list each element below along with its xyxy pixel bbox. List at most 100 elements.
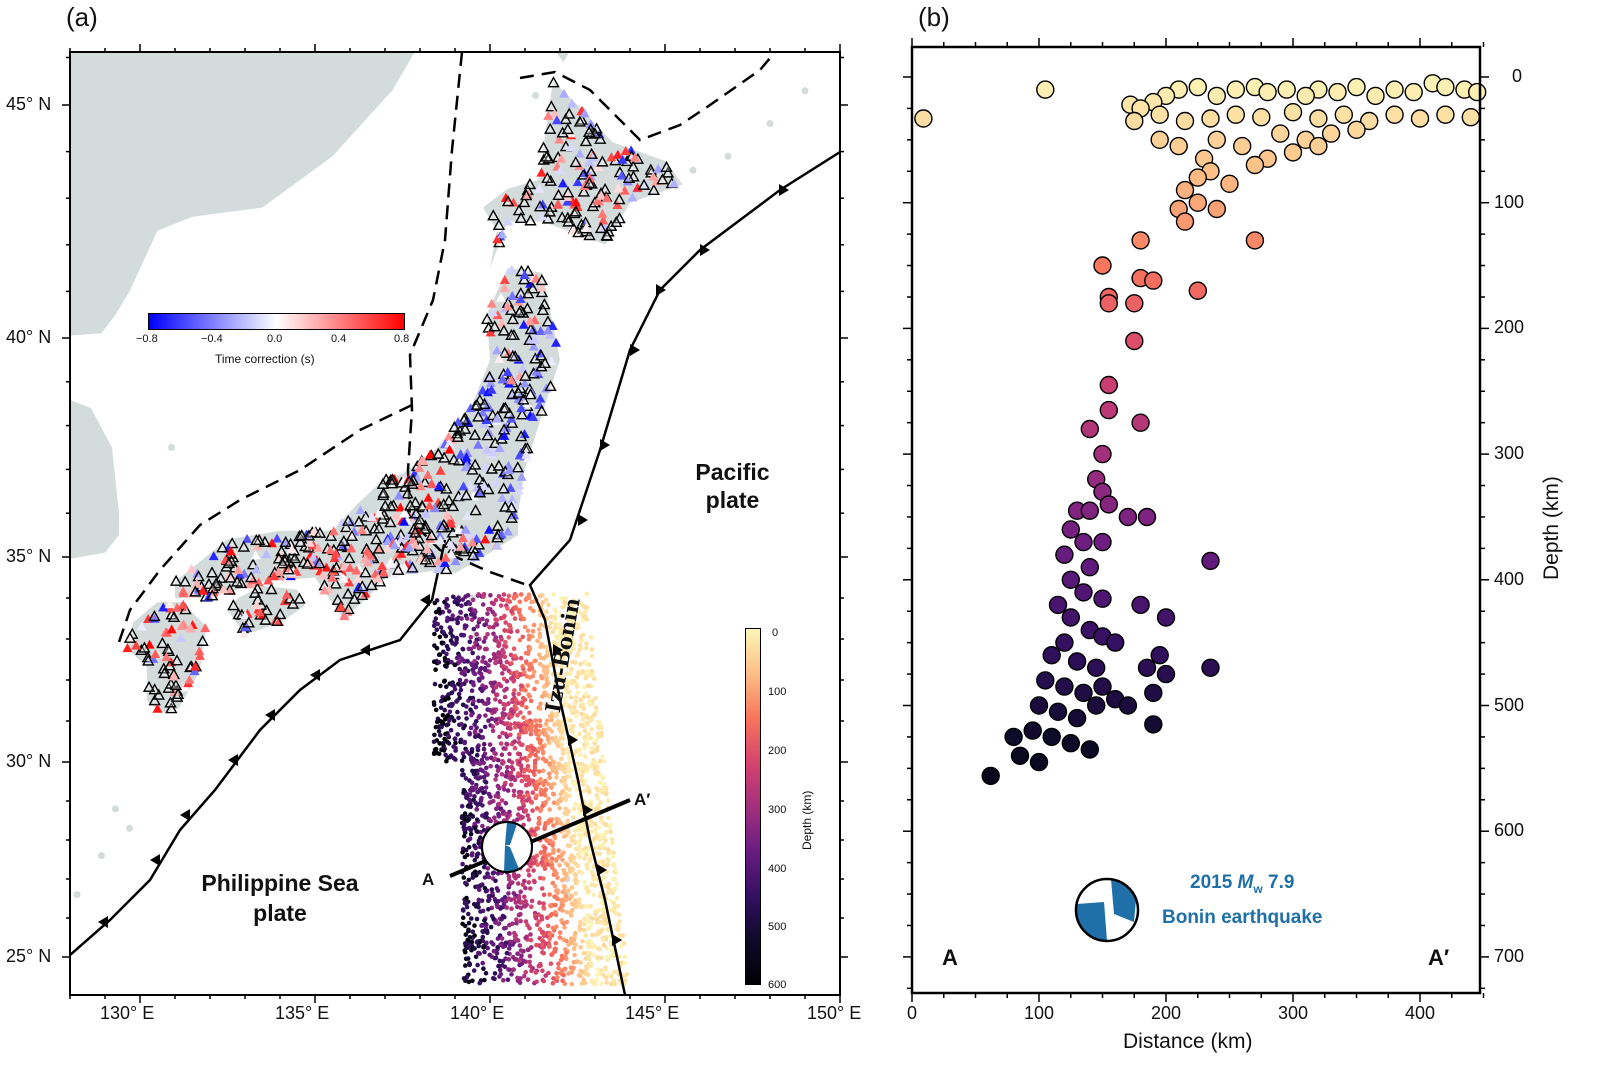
- epicenter: [470, 650, 476, 656]
- epicenter: [538, 701, 543, 707]
- epicenter: [474, 806, 480, 812]
- y-tick-label: 500: [1494, 694, 1525, 715]
- epicenter: [550, 981, 556, 986]
- epicenter: [494, 773, 499, 778]
- hypocenter-point: [1226, 80, 1246, 99]
- epicenter: [594, 737, 599, 743]
- magnitude-symbol: M: [1237, 872, 1254, 893]
- epicenter: [470, 978, 475, 984]
- hypocenter-point: [1118, 696, 1138, 715]
- epicenter: [531, 669, 537, 675]
- epicenter: [564, 671, 569, 676]
- epicenter: [564, 938, 569, 944]
- epicenter: [526, 873, 532, 878]
- hypocenter-point: [1169, 136, 1188, 156]
- epicenter: [436, 729, 442, 734]
- epicenter: [518, 655, 524, 661]
- x-tick-label: 200: [1151, 1003, 1182, 1023]
- hypocenter-point: [1099, 375, 1119, 395]
- epicenter: [550, 629, 555, 635]
- epicenter: [591, 876, 596, 882]
- epicenter: [520, 634, 526, 640]
- epicenter: [528, 731, 534, 737]
- hypocenter-point: [1467, 82, 1487, 102]
- x-tick-label: 0: [907, 1003, 918, 1023]
- epicenter: [468, 725, 474, 731]
- hypocenter-point: [1283, 102, 1303, 122]
- epicenter: [577, 904, 582, 909]
- hypocenter-point: [1010, 746, 1030, 765]
- hypocenter-point: [1067, 708, 1087, 728]
- epicenter: [559, 756, 564, 762]
- epicenter: [520, 695, 526, 701]
- epicenter: [583, 971, 589, 977]
- epicenter: [611, 862, 617, 867]
- hypocenter-point: [1061, 734, 1081, 753]
- hypocenter-point: [1385, 105, 1404, 124]
- land-korea: [70, 399, 119, 559]
- epicenter: [562, 600, 567, 605]
- beachball-icon: [1074, 877, 1140, 943]
- epicenter: [433, 746, 439, 752]
- epicenter: [537, 737, 543, 743]
- epicenter: [532, 764, 538, 770]
- magnitude-subscript: w: [1253, 881, 1263, 896]
- epicenter: [482, 977, 487, 983]
- epicenter: [474, 916, 480, 922]
- hypocenter-point: [1309, 136, 1328, 156]
- island: [766, 120, 774, 128]
- epicenter: [522, 903, 528, 909]
- earthquake-epicenters: [431, 591, 630, 987]
- hypocenter-point: [914, 109, 933, 128]
- epicenter: [468, 831, 474, 837]
- epicenter: [548, 961, 554, 966]
- hypocenter-point: [1042, 727, 1061, 747]
- epicenter: [449, 690, 454, 696]
- epicenter: [577, 747, 582, 753]
- epicenter: [537, 718, 543, 723]
- epicenter: [491, 689, 496, 694]
- hypocenter-point: [1347, 77, 1366, 97]
- epicenter: [511, 793, 517, 798]
- epicenter: [582, 728, 588, 733]
- epicenter: [529, 904, 534, 909]
- epicenter: [463, 776, 469, 781]
- epicenter: [574, 674, 580, 680]
- epicenter: [506, 931, 512, 936]
- epicenter: [466, 877, 472, 883]
- epicenter: [501, 978, 506, 983]
- epicenter: [536, 963, 542, 969]
- island: [112, 805, 119, 813]
- epicenter: [496, 594, 502, 599]
- epicenter: [472, 821, 478, 827]
- hypocenter-point: [1232, 136, 1252, 156]
- epicenter: [537, 769, 542, 774]
- hypocenter-point: [1156, 608, 1176, 627]
- epicenter: [558, 612, 564, 618]
- epicenter: [457, 666, 463, 672]
- epicenter: [580, 618, 586, 623]
- hypocenter-point: [1258, 82, 1277, 102]
- hypocenter-point: [1131, 413, 1150, 432]
- epicenter: [509, 760, 515, 765]
- epicenter: [467, 601, 473, 607]
- epicenter: [468, 707, 473, 712]
- hypocenter-point: [1029, 696, 1049, 715]
- island: [532, 92, 539, 99]
- hypocenter-point: [1055, 633, 1074, 652]
- epicenter: [503, 800, 509, 806]
- epicenter: [582, 880, 587, 885]
- epicenter: [559, 852, 565, 858]
- land-asia: [70, 52, 415, 336]
- hypocenter-point: [1067, 652, 1087, 671]
- epicenter: [431, 702, 437, 708]
- hypocenter-point: [1175, 180, 1195, 200]
- epicenter: [483, 785, 489, 790]
- epicenter: [476, 950, 481, 956]
- hypocenter-point: [1055, 677, 1074, 696]
- epicenter: [577, 671, 582, 676]
- epicenter: [608, 822, 613, 828]
- epicenter: [589, 647, 595, 652]
- hypocenter-point: [1099, 400, 1119, 420]
